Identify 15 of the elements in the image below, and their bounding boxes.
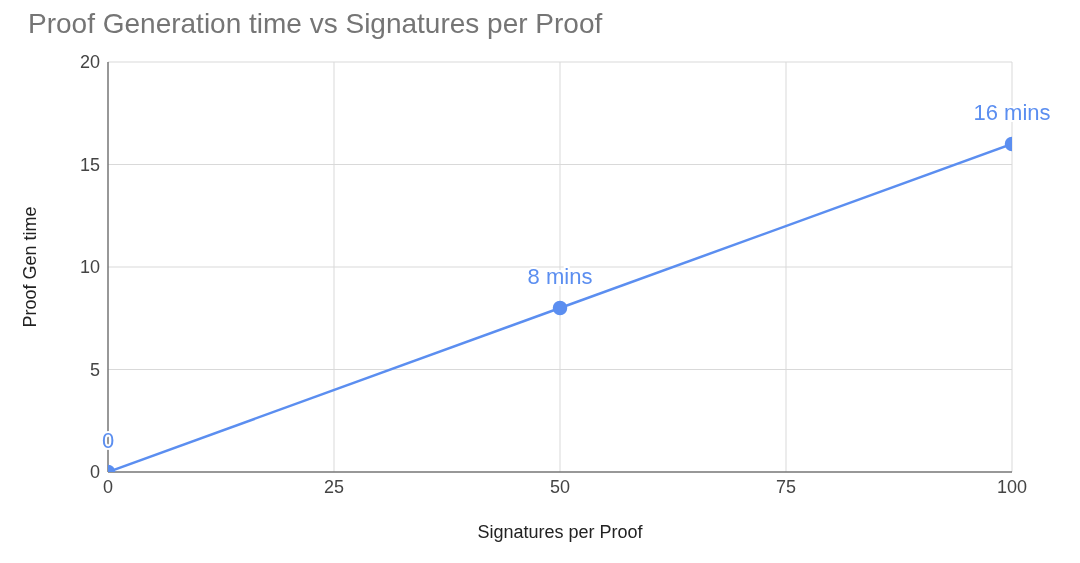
data-label: 16 mins [973,100,1051,125]
y-axis-title: Proof Gen time [20,206,41,328]
x-tick-label: 75 [775,476,797,497]
x-tick-label: 25 [323,476,345,497]
y-tick-label: 15 [79,154,100,175]
x-tick-label: 100 [996,476,1028,497]
x-axis-title: Signatures per Proof [477,522,644,542]
x-tick-label: 0 [102,476,114,497]
y-tick-label: 20 [79,52,100,73]
y-tick-label: 10 [79,257,100,278]
y-tick-label: 5 [89,359,100,380]
chart-title: Proof Generation time vs Signatures per Proof [27,8,604,41]
y-tick-label: 0 [89,462,100,483]
data-label: 8 mins [527,264,593,289]
x-tick-label: 50 [549,476,571,497]
